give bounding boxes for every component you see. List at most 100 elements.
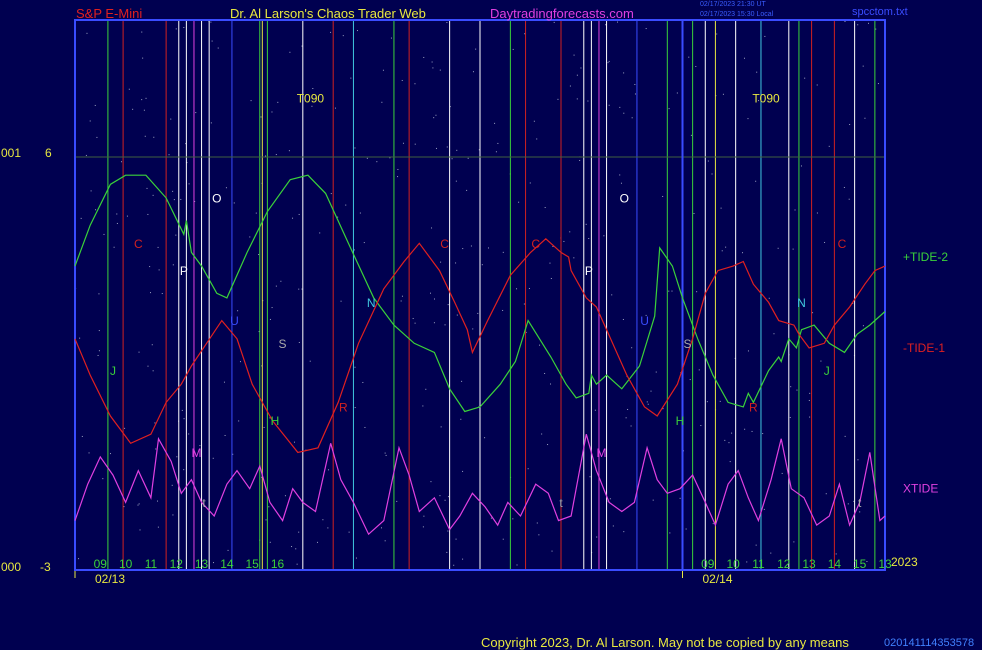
star-dot xyxy=(527,468,529,470)
annotation-label: t xyxy=(202,496,206,510)
star-dot xyxy=(277,101,279,103)
star-dot xyxy=(551,550,553,552)
annotation-label: M xyxy=(597,446,607,460)
star-dot xyxy=(631,347,633,349)
star-dot xyxy=(553,21,555,23)
star-dot xyxy=(825,493,827,495)
x-tick-label: 15 xyxy=(246,557,260,571)
star-dot xyxy=(864,117,866,119)
star-dot xyxy=(627,408,629,410)
annotation-label: C xyxy=(531,237,540,251)
annotation-label: U xyxy=(640,314,649,328)
star-dot xyxy=(94,104,96,106)
star-dot xyxy=(662,195,664,197)
star-dot xyxy=(751,430,753,432)
star-dot xyxy=(145,97,147,99)
star-dot xyxy=(849,124,851,126)
star-dot xyxy=(589,476,591,478)
star-dot xyxy=(529,182,531,184)
x-tick-label: 10 xyxy=(119,557,133,571)
star-dot xyxy=(523,303,525,305)
star-dot xyxy=(435,114,437,116)
star-dot xyxy=(366,157,368,159)
star-dot xyxy=(605,24,607,26)
star-dot xyxy=(462,558,464,560)
star-dot xyxy=(232,453,234,455)
star-dot xyxy=(728,442,730,444)
star-dot xyxy=(185,143,187,145)
star-dot xyxy=(356,30,358,32)
star-dot xyxy=(298,531,300,533)
annotation-label: R xyxy=(339,400,348,414)
star-dot xyxy=(611,294,613,296)
star-dot xyxy=(98,350,100,352)
star-dot xyxy=(789,417,791,419)
star-dot xyxy=(337,216,339,218)
star-dot xyxy=(609,498,611,500)
website-link[interactable]: Daytradingforecasts.com xyxy=(490,6,634,21)
x-tick-label: 12 xyxy=(170,557,184,571)
star-dot xyxy=(89,120,91,122)
star-dot xyxy=(711,173,713,175)
star-dot xyxy=(154,422,156,424)
star-dot xyxy=(350,77,352,79)
x-tick-label: 11 xyxy=(145,557,158,571)
star-dot xyxy=(435,147,437,149)
star-dot xyxy=(494,122,496,124)
annotation-label: N xyxy=(797,296,806,310)
series-label: XTIDE xyxy=(903,482,938,496)
star-dot xyxy=(423,56,425,58)
star-dot xyxy=(758,100,760,102)
star-dot xyxy=(533,120,535,122)
star-dot xyxy=(97,354,99,356)
star-dot xyxy=(150,292,152,294)
annotation-label: H xyxy=(676,414,685,428)
star-dot xyxy=(265,155,267,157)
star-dot xyxy=(175,234,177,236)
star-dot xyxy=(617,21,619,23)
star-dot xyxy=(422,405,424,407)
star-dot xyxy=(275,154,277,156)
star-dot xyxy=(98,330,100,332)
star-dot xyxy=(541,433,543,435)
star-dot xyxy=(175,28,177,30)
star-dot xyxy=(217,47,219,49)
star-dot xyxy=(744,428,746,430)
star-dot xyxy=(456,314,458,316)
star-dot xyxy=(171,484,173,486)
series-label: +TIDE-2 xyxy=(903,250,948,264)
star-dot xyxy=(668,108,670,110)
star-dot xyxy=(853,500,855,502)
star-dot xyxy=(269,541,271,543)
star-dot xyxy=(550,383,552,385)
star-dot xyxy=(291,546,293,548)
star-dot xyxy=(431,227,433,229)
star-dot xyxy=(233,202,235,204)
year-label: 2023 xyxy=(891,555,918,569)
star-dot xyxy=(123,506,125,508)
star-dot xyxy=(875,28,877,30)
annotation-label: P xyxy=(180,264,188,278)
star-dot xyxy=(799,332,801,334)
star-dot xyxy=(390,37,392,39)
star-dot xyxy=(401,79,403,81)
star-dot xyxy=(170,118,172,120)
star-dot xyxy=(475,48,477,50)
y-axis-bottom-value: -3 xyxy=(40,560,51,574)
star-dot xyxy=(809,416,811,418)
star-dot xyxy=(490,517,492,519)
star-dot xyxy=(859,511,861,513)
star-dot xyxy=(289,51,291,53)
star-dot xyxy=(725,246,727,248)
star-dot xyxy=(113,246,115,248)
star-dot xyxy=(327,527,329,529)
star-dot xyxy=(439,69,441,71)
date-label: 02/14 xyxy=(703,572,733,586)
star-dot xyxy=(812,312,814,314)
star-dot xyxy=(528,287,530,289)
star-dot xyxy=(433,117,435,119)
star-dot xyxy=(645,28,647,30)
star-dot xyxy=(580,67,582,69)
star-dot xyxy=(138,503,140,505)
star-dot xyxy=(816,212,818,214)
